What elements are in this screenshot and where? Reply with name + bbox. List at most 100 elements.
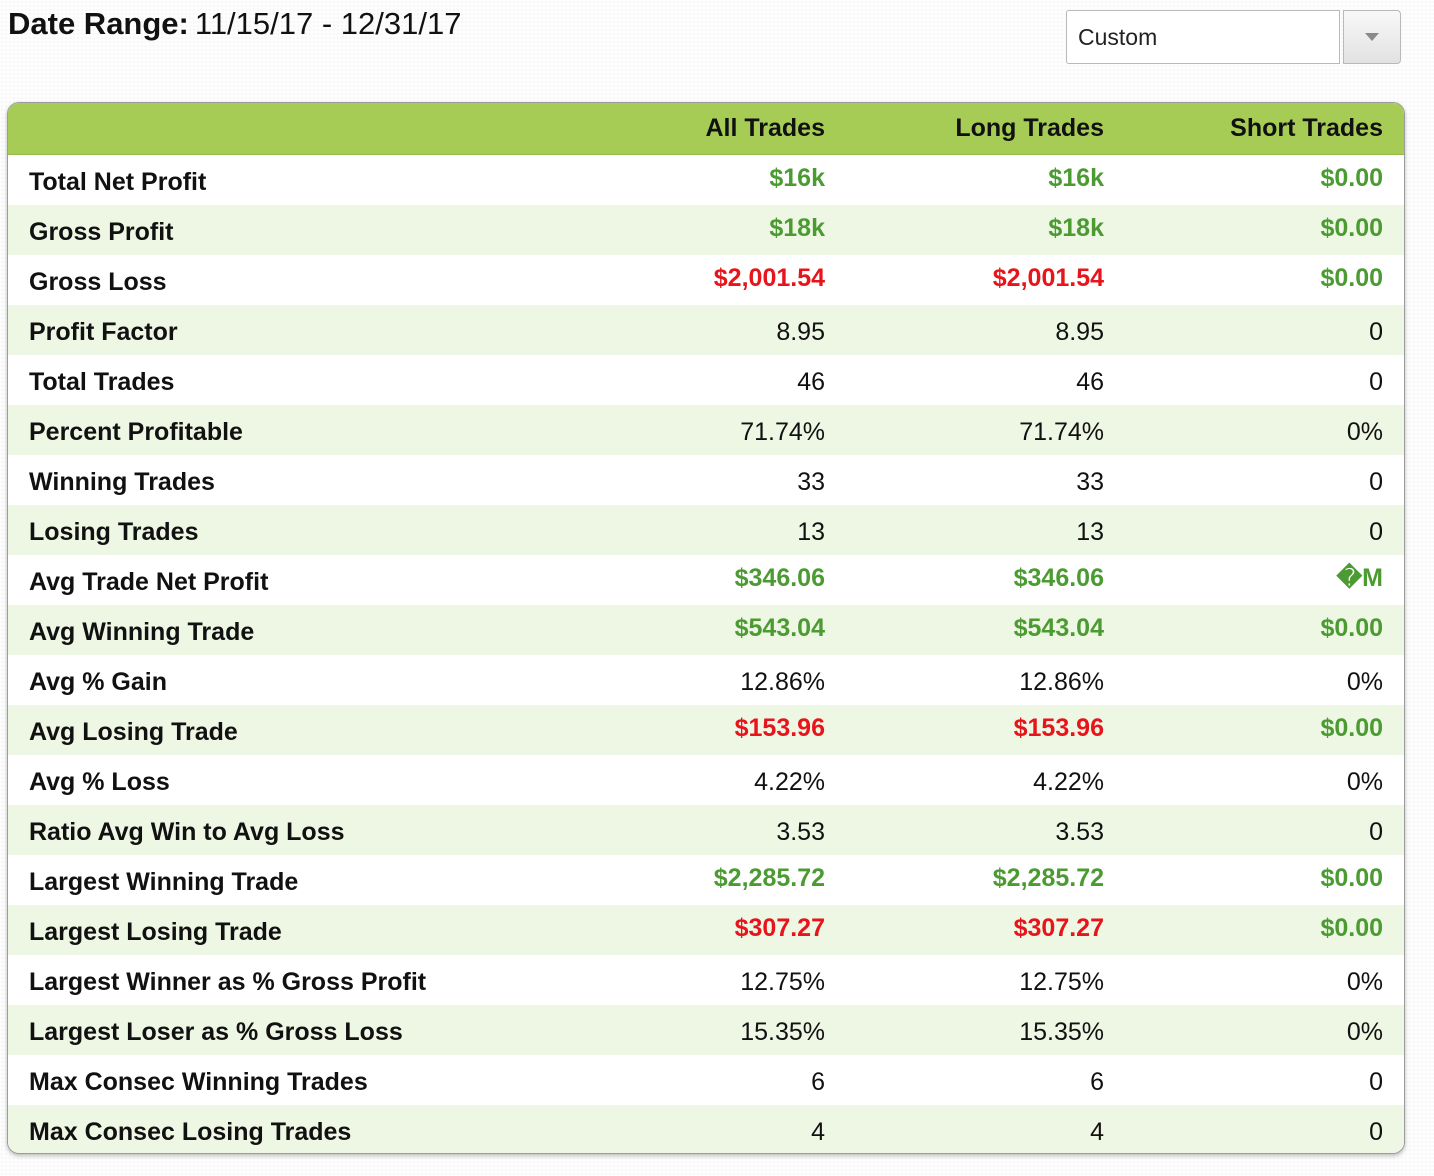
cell-long-trades: $18k [1048,213,1104,242]
cell-long-trades: $543.04 [1013,613,1104,642]
date-range-select-value[interactable]: Custom [1066,10,1340,64]
cell-long-trades: 71.74% [1019,417,1104,446]
cell-long-trades: 12.86% [1019,667,1104,696]
table-row: Total Net Profit $16k $16k $0.00 [8,155,1404,205]
table-row: Avg % Loss 4.22% 4.22% 0% [8,755,1404,805]
cell-all-trades: 8.95 [776,317,825,346]
cell-all-trades: $153.96 [734,713,825,742]
cell-long-trades: 13 [1076,517,1104,546]
cell-long-trades: 15.35% [1019,1017,1104,1046]
cell-all-trades: 46 [797,367,825,396]
row-label: Avg % Loss [29,767,170,796]
cell-long-trades: $2,285.72 [992,863,1104,892]
row-label: Winning Trades [29,467,215,496]
row-label: Total Net Profit [29,167,207,196]
cell-all-trades: 13 [797,517,825,546]
cell-long-trades: 12.75% [1019,967,1104,996]
cell-short-trades: 0 [1369,517,1383,546]
cell-long-trades: $307.27 [1013,913,1104,942]
table-row: Largest Winning Trade $2,285.72 $2,285.72 $… [8,855,1404,905]
row-label: Max Consec Losing Trades [29,1117,352,1146]
row-label: Total Trades [29,367,175,396]
cell-short-trades: $0.00 [1320,863,1383,892]
cell-long-trades: $2,001.54 [992,263,1104,292]
cell-all-trades: 6 [811,1067,825,1096]
cell-all-trades: $543.04 [734,613,825,642]
row-label: Profit Factor [29,317,178,346]
table-row: Total Trades 46 46 0 [8,355,1404,405]
table-row: Largest Winner as % Gross Profit 12.75% 12… [8,955,1404,1005]
cell-all-trades: 3.53 [776,817,825,846]
cell-long-trades: 46 [1076,367,1104,396]
cell-short-trades: 0 [1369,1117,1383,1146]
trade-stats-panel: All Trades Long Trades Short Trades Tota… [7,102,1405,1154]
cell-short-trades: 0 [1369,367,1383,396]
table-row: Gross Loss $2,001.54 $2,001.54 $0.00 [8,255,1404,305]
cell-short-trades: 0% [1346,767,1383,796]
cell-short-trades: 0 [1369,817,1383,846]
cell-long-trades: 6 [1090,1067,1104,1096]
cell-all-trades: $2,285.72 [713,863,825,892]
date-range-select[interactable]: Custom [1066,10,1404,66]
cell-all-trades: 15.35% [740,1017,825,1046]
cell-short-trades: $0.00 [1320,213,1383,242]
date-range-select-button[interactable] [1343,10,1401,64]
table-row: Avg Trade Net Profit $346.06 $346.06 �M [8,555,1404,605]
date-range-header: Date Range: 11/15/17 - 12/31/17 [8,4,461,44]
table-header-row: All Trades Long Trades Short Trades [8,103,1404,155]
table-row: Percent Profitable 71.74% 71.74% 0% [8,405,1404,455]
row-label: Percent Profitable [29,417,243,446]
cell-short-trades: 0 [1369,317,1383,346]
table-row: Ratio Avg Win to Avg Loss 3.53 3.53 0 [8,805,1404,855]
cell-all-trades: 71.74% [740,417,825,446]
cell-all-trades: 12.86% [740,667,825,696]
cell-short-trades: 0 [1369,467,1383,496]
row-label: Largest Loser as % Gross Loss [29,1017,403,1046]
row-label: Avg % Gain [29,667,167,696]
row-label: Max Consec Winning Trades [29,1067,368,1096]
cell-long-trades: 3.53 [1055,817,1104,846]
cell-long-trades: $153.96 [1013,713,1104,742]
cell-short-trades: $0.00 [1320,263,1383,292]
cell-all-trades: $18k [769,213,825,242]
row-label: Largest Winning Trade [29,867,299,896]
cell-short-trades: 0% [1346,417,1383,446]
row-label: Avg Trade Net Profit [29,567,269,596]
cell-short-trades: $0.00 [1320,913,1383,942]
cell-short-trades: $0.00 [1320,713,1383,742]
cell-all-trades: $16k [769,163,825,192]
row-label: Gross Profit [29,217,174,246]
table-row: Avg Losing Trade $153.96 $153.96 $0.00 [8,705,1404,755]
row-label: Avg Losing Trade [29,717,238,746]
table-row: Avg Winning Trade $543.04 $543.04 $0.00 [8,605,1404,655]
column-header-short-trades: Short Trades [1230,114,1383,142]
date-range-label: Date Range: [8,6,189,41]
table-row: Gross Profit $18k $18k $0.00 [8,205,1404,255]
cell-long-trades: 33 [1076,467,1104,496]
cell-all-trades: $346.06 [734,563,825,592]
table-row: Largest Losing Trade $307.27 $307.27 $0.00 [8,905,1404,955]
table-row: Winning Trades 33 33 0 [8,455,1404,505]
cell-short-trades: 0 [1369,1067,1383,1096]
cell-short-trades: 0% [1346,967,1383,996]
cell-all-trades: $307.27 [734,913,825,942]
cell-all-trades: $2,001.54 [713,263,825,292]
table-body: Total Net Profit $16k $16k $0.00 Gross Profi… [8,155,1404,1153]
table-header-spacer [8,127,548,131]
cell-long-trades: 4.22% [1033,767,1104,796]
row-label: Avg Winning Trade [29,617,255,646]
column-header-long-trades: Long Trades [955,114,1104,142]
chevron-down-icon [1365,33,1379,41]
cell-long-trades: 4 [1090,1117,1104,1146]
cell-long-trades: $16k [1048,163,1104,192]
cell-all-trades: 33 [797,467,825,496]
cell-long-trades: 8.95 [1055,317,1104,346]
column-header-all-trades: All Trades [705,114,826,142]
row-label: Largest Losing Trade [29,917,282,946]
row-label: Ratio Avg Win to Avg Loss [29,817,345,846]
table-row: Largest Loser as % Gross Loss 15.35% 15.35… [8,1005,1404,1055]
cell-all-trades: 4 [811,1117,825,1146]
cell-short-trades: �M [1336,564,1383,592]
cell-short-trades: 0% [1346,1017,1383,1046]
cell-long-trades: $346.06 [1013,563,1104,592]
